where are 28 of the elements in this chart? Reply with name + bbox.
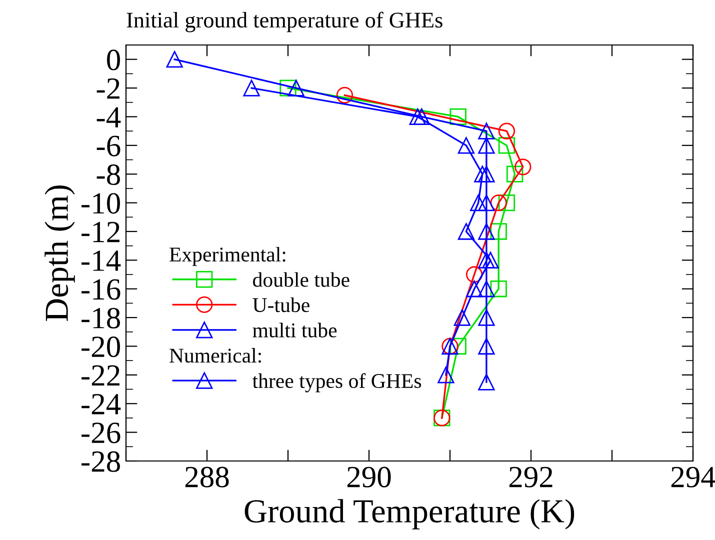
y-tick-label: -12: [82, 222, 120, 242]
y-tick-label: -4: [96, 107, 121, 128]
legend-label: three types of GHEs: [252, 373, 422, 392]
x-axis-title: Ground Temperature (K): [244, 499, 574, 530]
y-tick-label: -18: [82, 308, 120, 328]
legend-label: U-tube: [252, 297, 310, 312]
x-tick-label: 288: [185, 466, 229, 488]
chart-title: Initial ground temperature of GHEs: [126, 12, 442, 32]
x-tick-label: 294: [671, 466, 715, 488]
y-axis-title: Depth (m): [44, 186, 75, 322]
y-tick-label: -10: [82, 193, 120, 214]
y-tick-label: -26: [82, 422, 120, 444]
y-tick-label: -22: [82, 365, 120, 386]
legend-label: multi tube: [252, 322, 337, 338]
y-tick-label: -14: [82, 250, 121, 271]
y-tick-label: -28: [82, 451, 120, 472]
y-tick-label: -16: [82, 279, 120, 300]
legend-label: double tube: [253, 272, 350, 287]
x-tick-label: 292: [509, 466, 552, 488]
y-tick-label: -6: [96, 136, 120, 156]
legend-title: Experimental:: [170, 246, 286, 266]
y-tick-label: -8: [96, 164, 120, 186]
x-tick-label: 290: [347, 466, 391, 488]
annotation: Numerical:: [170, 348, 261, 363]
y-tick-label: -2: [96, 78, 120, 99]
y-tick-label: -24: [82, 394, 121, 414]
y-tick-label: 0: [107, 50, 120, 70]
y-tick-label: -20: [82, 336, 120, 358]
